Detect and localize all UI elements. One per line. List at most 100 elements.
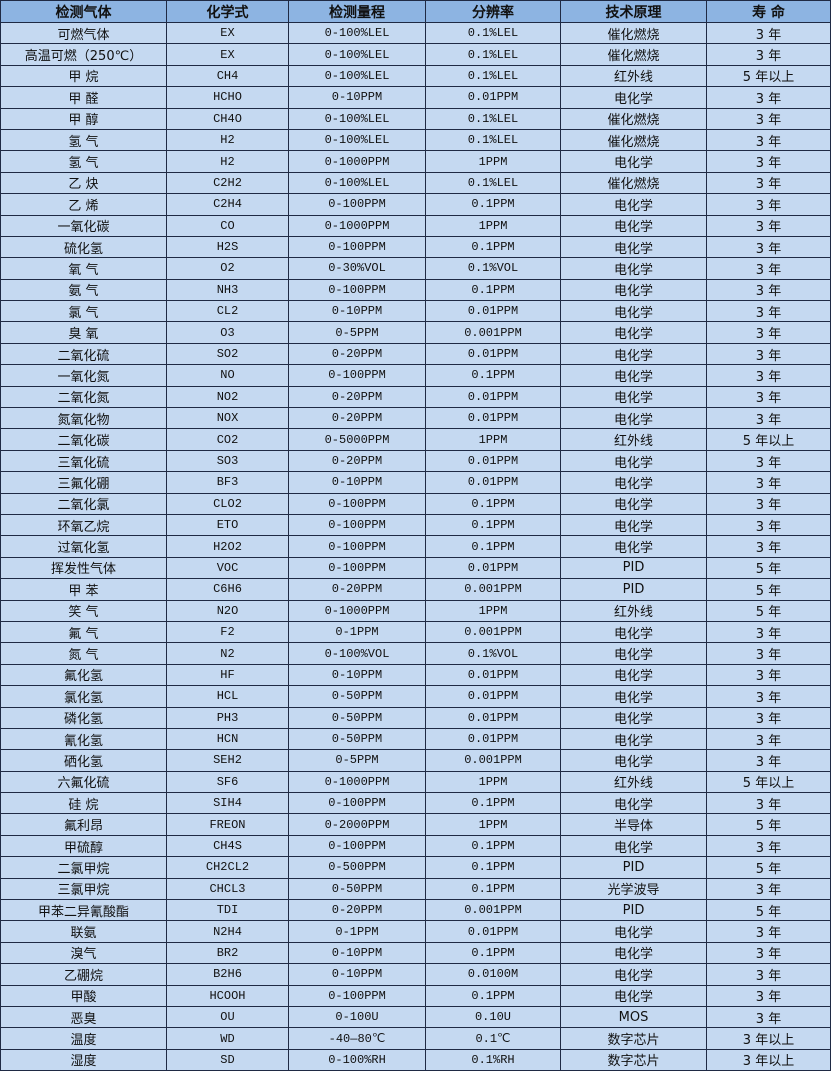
resolution-cell: 0.001PPM — [425, 578, 561, 601]
gas-name-cell: 乙 炔 — [0, 171, 167, 195]
principle-cell: 电化学 — [560, 685, 707, 708]
gas-name-cell: 笑 气 — [0, 599, 167, 622]
lifespan-cell: 3 年 — [706, 492, 831, 515]
gas-name-cell: 过氧化氢 — [0, 535, 167, 558]
table-row: 甲苯二异氰酸酯 TDI 0-20PPM 0.001PPM PID 5 年 — [0, 899, 831, 922]
gas-name-cell: 二氯甲烷 — [0, 856, 167, 879]
header-row: 检测气体 化学式 检测量程 分辨率 技术原理寿 命 — [0, 0, 831, 23]
principle-cell: 催化燃烧 — [560, 43, 707, 66]
lifespan-cell: 3 年 — [706, 792, 831, 815]
range-cell: 0-1PPM — [288, 620, 426, 644]
lifespan-cell: 3 年 — [706, 278, 831, 302]
range-cell: 0-10PPM — [288, 300, 426, 323]
range-cell: 0-100%RH — [288, 1048, 426, 1072]
formula-cell: VOC — [166, 556, 289, 580]
principle-cell: MOS — [560, 1005, 707, 1029]
resolution-cell: 0.001PPM — [425, 899, 561, 922]
resolution-cell: 0.001PPM — [425, 749, 561, 772]
lifespan-cell: 3 年 — [706, 407, 831, 430]
principle-cell: 电化学 — [560, 471, 707, 494]
lifespan-cell: 3 年 — [706, 171, 831, 195]
table-row: 二氧化氮 NO2 0-20PPM 0.01PPM 电化学 3 年 — [0, 385, 831, 409]
table-row: 温度 WD -40—80℃ 0.1℃ 数字芯片 3 年以上 — [0, 1027, 831, 1050]
principle-cell: 数字芯片 — [560, 1027, 707, 1050]
formula-cell: SO3 — [166, 449, 289, 473]
resolution-cell: 0.1PPM — [425, 877, 561, 901]
lifespan-cell: 3 年 — [706, 642, 831, 665]
resolution-cell: 1PPM — [425, 214, 561, 237]
table-row: 环氧乙烷 ETO 0-100PPM 0.1PPM 电化学 3 年 — [0, 513, 831, 537]
formula-cell: B2H6 — [166, 963, 289, 986]
resolution-cell: 0.10U — [425, 1005, 561, 1029]
principle-cell: 电化学 — [560, 920, 707, 943]
principle-cell: 催化燃烧 — [560, 21, 707, 45]
resolution-cell: 0.01PPM — [425, 407, 561, 430]
table-row: 乙 烯 C2H4 0-100PPM 0.1PPM 电化学 3 年 — [0, 193, 831, 216]
gas-name-cell: 恶臭 — [0, 1005, 167, 1029]
principle-cell: 电化学 — [560, 834, 707, 858]
gas-name-cell: 氟化氢 — [0, 663, 167, 687]
resolution-cell: 0.1PPM — [425, 492, 561, 515]
table-row: 硒化氢 SEH2 0-5PPM 0.001PPM 电化学 3 年 — [0, 749, 831, 772]
table-row: 氢 气 H2 0-100%LEL 0.1%LEL 催化燃烧 3 年 — [0, 128, 831, 152]
table-row: 一氧化碳 CO 0-1000PPM 1PPM 电化学 3 年 — [0, 214, 831, 237]
resolution-cell: 0.0100M — [425, 963, 561, 986]
resolution-cell: 1PPM — [425, 813, 561, 836]
lifespan-cell: 3 年 — [706, 257, 831, 280]
resolution-cell: 1PPM — [425, 599, 561, 622]
formula-cell: HCN — [166, 727, 289, 751]
resolution-cell: 0.1%LEL — [425, 107, 561, 130]
range-cell: 0-1000PPM — [288, 599, 426, 622]
lifespan-cell: 5 年以上 — [706, 770, 831, 794]
range-cell: 0-100PPM — [288, 492, 426, 515]
gas-name-cell: 三氧化硫 — [0, 449, 167, 473]
lifespan-cell: 3 年 — [706, 342, 831, 366]
range-cell: 0-20PPM — [288, 578, 426, 601]
formula-cell: FREON — [166, 813, 289, 836]
formula-cell: C6H6 — [166, 578, 289, 601]
lifespan-cell: 3 年 — [706, 513, 831, 537]
range-cell: 0-500PPM — [288, 856, 426, 879]
gas-name-cell: 氢 气 — [0, 128, 167, 152]
resolution-cell: 0.1%LEL — [425, 43, 561, 66]
principle-cell: 光学波导 — [560, 877, 707, 901]
formula-cell: HF — [166, 663, 289, 687]
table-row: 恶臭 OU 0-100U 0.10U MOS 3 年 — [0, 1005, 831, 1029]
formula-cell: NOX — [166, 407, 289, 430]
range-cell: 0-20PPM — [288, 385, 426, 409]
range-cell: 0-1000PPM — [288, 770, 426, 794]
range-cell: 0-1000PPM — [288, 214, 426, 237]
gas-name-cell: 氮氧化物 — [0, 407, 167, 430]
formula-cell: CO2 — [166, 428, 289, 451]
table-row: 溴气 BR2 0-10PPM 0.1PPM 电化学 3 年 — [0, 941, 831, 965]
lifespan-cell: 5 年 — [706, 813, 831, 836]
gas-name-cell: 氨 气 — [0, 278, 167, 302]
formula-cell: ETO — [166, 513, 289, 537]
lifespan-cell: 3 年 — [706, 214, 831, 237]
gas-name-cell: 乙 烯 — [0, 193, 167, 216]
formula-cell: NO — [166, 364, 289, 387]
formula-cell: CH4 — [166, 64, 289, 88]
range-cell: 0-100PPM — [288, 535, 426, 558]
table-row: 二氧化硫 SO2 0-20PPM 0.01PPM 电化学 3 年 — [0, 342, 831, 366]
gas-name-cell: 氰化氢 — [0, 727, 167, 751]
resolution-cell: 0.1%VOL — [425, 642, 561, 665]
resolution-cell: 0.01PPM — [425, 449, 561, 473]
range-cell: 0-100PPM — [288, 556, 426, 580]
range-cell: 0-20PPM — [288, 899, 426, 922]
lifespan-cell: 3 年 — [706, 471, 831, 494]
gas-name-cell: 甲硫醇 — [0, 834, 167, 858]
gas-name-cell: 氮 气 — [0, 642, 167, 665]
principle-cell: 电化学 — [560, 513, 707, 537]
range-cell: 0-10PPM — [288, 941, 426, 965]
resolution-cell: 0.1%LEL — [425, 128, 561, 152]
resolution-cell: 0.1PPM — [425, 856, 561, 879]
resolution-cell: 0.01PPM — [425, 300, 561, 323]
gas-name-cell: 乙硼烷 — [0, 963, 167, 986]
range-cell: 0-100PPM — [288, 278, 426, 302]
gas-name-cell: 联氨 — [0, 920, 167, 943]
gas-name-cell: 溴气 — [0, 941, 167, 965]
principle-cell: 电化学 — [560, 257, 707, 280]
table-row: 联氨 N2H4 0-1PPM 0.01PPM 电化学 3 年 — [0, 920, 831, 943]
table-row: 乙 炔 C2H2 0-100%LEL 0.1%LEL 催化燃烧 3 年 — [0, 171, 831, 195]
